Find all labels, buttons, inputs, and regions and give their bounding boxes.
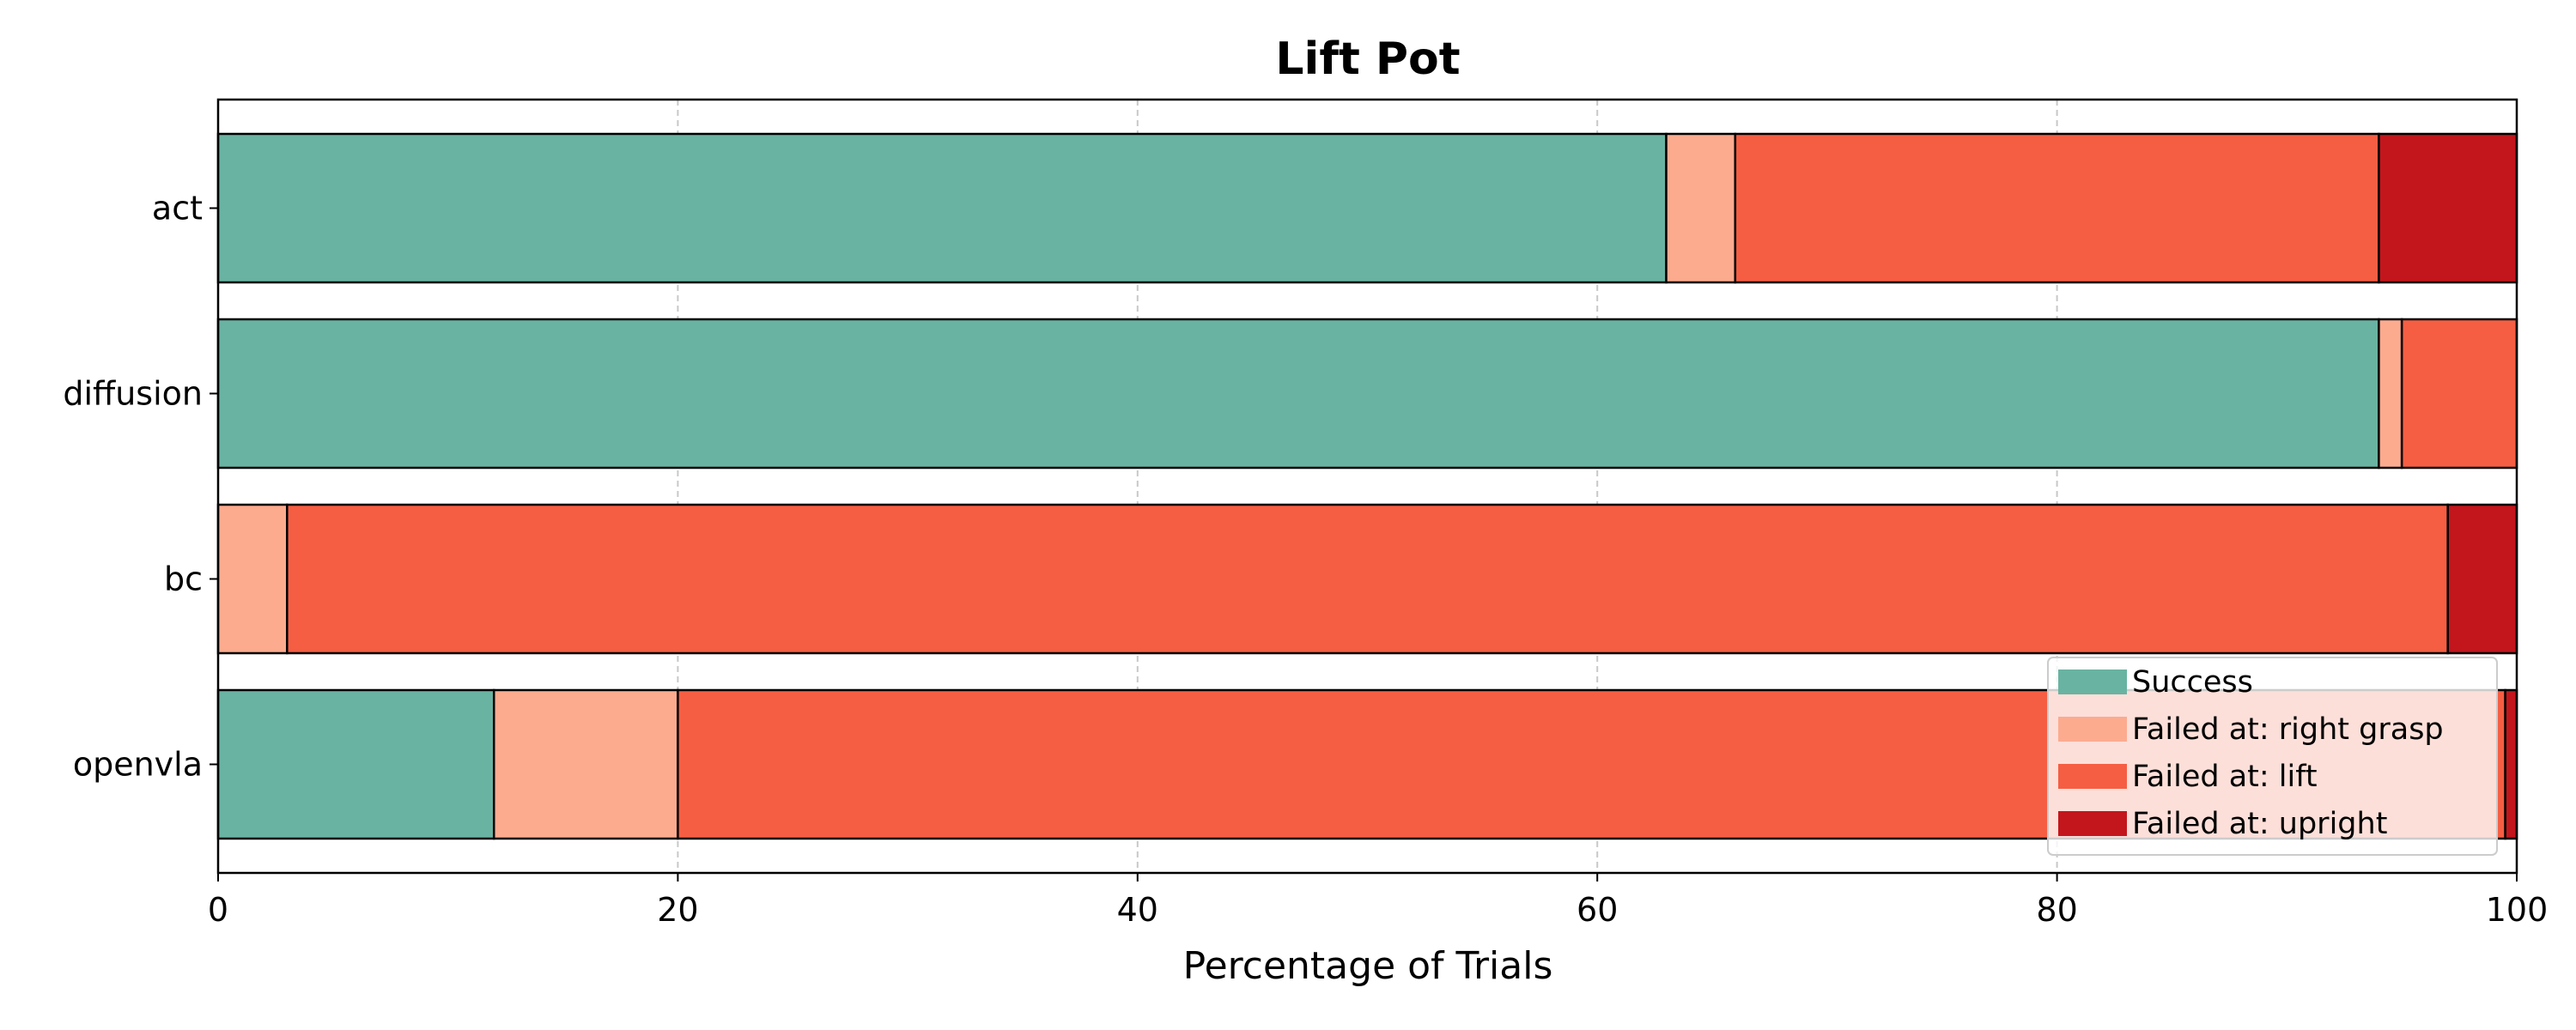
x-tick-label: 60 [1577, 891, 1618, 929]
legend-label: Failed at: upright [2132, 807, 2387, 841]
legend-swatch [2058, 670, 2127, 694]
bar-segment [2378, 132, 2518, 284]
bar-segment [216, 318, 2380, 470]
y-tick-label: act [152, 190, 203, 227]
bar-segment [2504, 688, 2518, 840]
legend: Success Failed at: right grasp Failed at: … [2047, 657, 2498, 856]
x-tick-labels: 0 20 40 60 80 100 [208, 873, 2548, 929]
bar-segment [1665, 132, 1737, 284]
bar-segment [216, 132, 1668, 284]
legend-label: Success [2132, 665, 2253, 700]
y-tick-label: openvla [73, 746, 203, 784]
y-tick-label: diffusion [63, 375, 203, 413]
x-tick-label: 80 [2036, 891, 2077, 929]
legend-swatch [2058, 811, 2127, 836]
bar-segment [216, 688, 495, 840]
x-tick-label: 40 [1117, 891, 1158, 929]
plot-frame [216, 98, 2518, 875]
bar-segment [286, 503, 2449, 655]
bar-segment [492, 688, 679, 840]
bar-segment [2446, 503, 2518, 655]
bar-segment [2400, 318, 2518, 470]
x-tick-label: 0 [208, 891, 228, 929]
bar-segment [216, 503, 289, 655]
y-tick-labels: act diffusion bc openvla [63, 190, 218, 784]
legend-label: Failed at: lift [2132, 760, 2318, 794]
bar-segment [1734, 132, 2380, 284]
legend-swatch [2058, 764, 2127, 789]
y-tick-label: bc [164, 560, 203, 598]
bars [216, 132, 2518, 840]
chart-title: Lift Pot [1275, 33, 1460, 85]
x-axis-label: Percentage of Trials [1183, 944, 1553, 988]
x-tick-label: 100 [2486, 891, 2549, 929]
bar-segment [2378, 318, 2403, 470]
legend-swatch [2058, 717, 2127, 742]
x-tick-label: 20 [657, 891, 698, 929]
legend-box [2047, 657, 2498, 856]
legend-label: Failed at: right grasp [2132, 712, 2444, 747]
